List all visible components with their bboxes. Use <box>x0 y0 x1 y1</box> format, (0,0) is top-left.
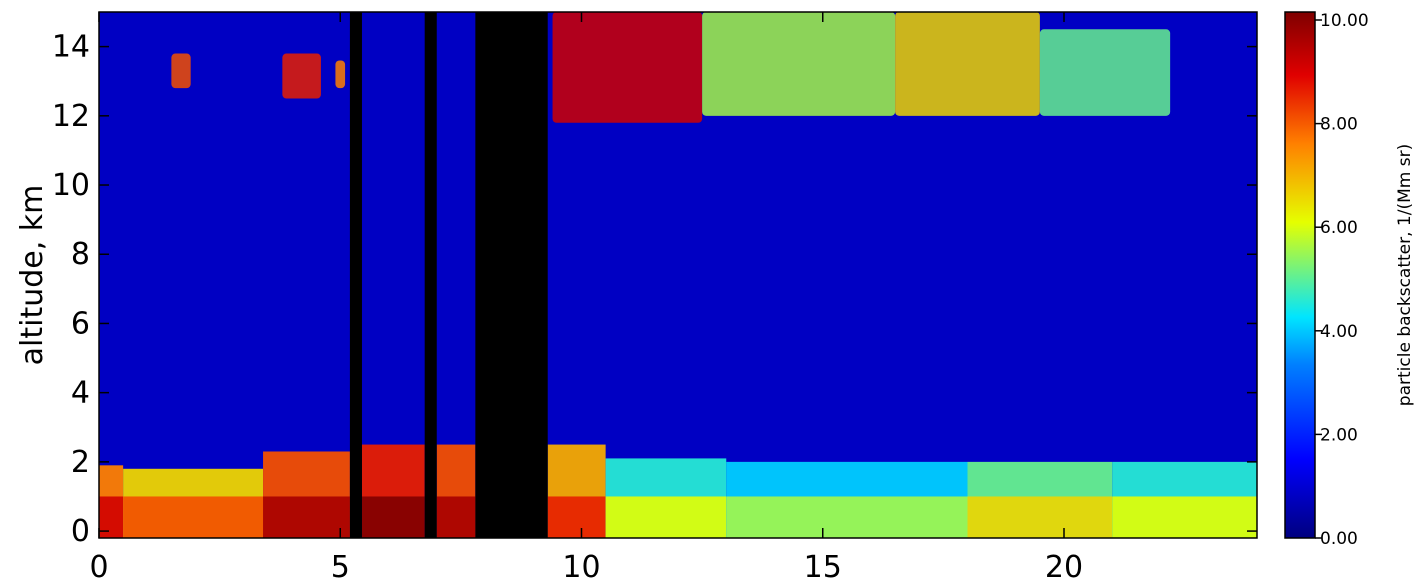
colorbar-tick-label: 8.00 <box>1320 115 1358 135</box>
no-data-column <box>349 12 362 538</box>
colorbar-tick-label: 4.00 <box>1320 322 1358 342</box>
cirrus-cell <box>552 12 703 123</box>
x-tick-label: 5 <box>331 550 350 581</box>
y-tick-label: 12 <box>52 99 90 134</box>
cirrus-cell <box>702 12 896 116</box>
boundary-layer-core <box>967 496 1113 538</box>
colorbar-tick-label: 6.00 <box>1320 218 1358 238</box>
boundary-layer-core <box>123 496 264 538</box>
cirrus-cell <box>171 53 191 89</box>
x-tick-label: 20 <box>1045 550 1083 581</box>
colorbar: 0.00 2.00 4.00 6.00 8.00 10.00 particle backs… <box>1284 11 1415 549</box>
no-data-column <box>475 12 548 538</box>
colorbar-tick-label: 0.00 <box>1320 529 1358 549</box>
x-tick-label: 10 <box>562 550 600 581</box>
y-axis-label: altitude, km <box>15 185 50 366</box>
boundary-layer-core <box>1112 496 1257 538</box>
y-tick-label: 0 <box>71 514 90 549</box>
y-axis: 0 2 4 6 8 10 12 14 <box>52 30 1257 549</box>
cirrus-cell <box>282 53 321 99</box>
colorbar-tick-label: 2.00 <box>1320 425 1358 445</box>
colorbar-label: particle backscatter, 1/(Mm sr) <box>1395 144 1415 406</box>
y-tick-label: 8 <box>71 237 90 272</box>
plot-frame <box>98 11 1258 539</box>
x-tick-label: 15 <box>804 550 842 581</box>
y-tick-label: 14 <box>52 30 90 65</box>
boundary-layer-core <box>547 496 606 538</box>
cirrus-layer-group <box>171 12 1171 123</box>
y-tick-label: 4 <box>71 376 90 411</box>
boundary-layer-core <box>361 496 425 538</box>
cirrus-cell <box>895 12 1040 116</box>
boundary-layer-core <box>726 496 968 538</box>
colorbar-ticks: 0.00 2.00 4.00 6.00 8.00 10.00 <box>1315 11 1369 549</box>
y-tick-label: 10 <box>52 168 90 203</box>
no-data-group <box>349 12 548 538</box>
boundary-layer-group <box>99 444 1257 538</box>
cirrus-cell <box>1039 29 1171 116</box>
no-data-column <box>424 12 437 538</box>
colorbar-tick-label: 10.00 <box>1320 11 1369 31</box>
x-tick-label: 0 <box>89 550 108 581</box>
boundary-layer-core <box>605 496 727 538</box>
heatmap-area <box>99 12 1257 538</box>
boundary-layer-core <box>436 496 476 538</box>
boundary-layer-core <box>263 496 350 538</box>
cirrus-cell <box>335 60 346 89</box>
colorbar-gradient <box>1284 11 1316 539</box>
y-tick-label: 2 <box>71 445 90 480</box>
y-tick-label: 6 <box>71 306 90 341</box>
x-axis: 0 5 10 15 20 <box>89 12 1083 581</box>
